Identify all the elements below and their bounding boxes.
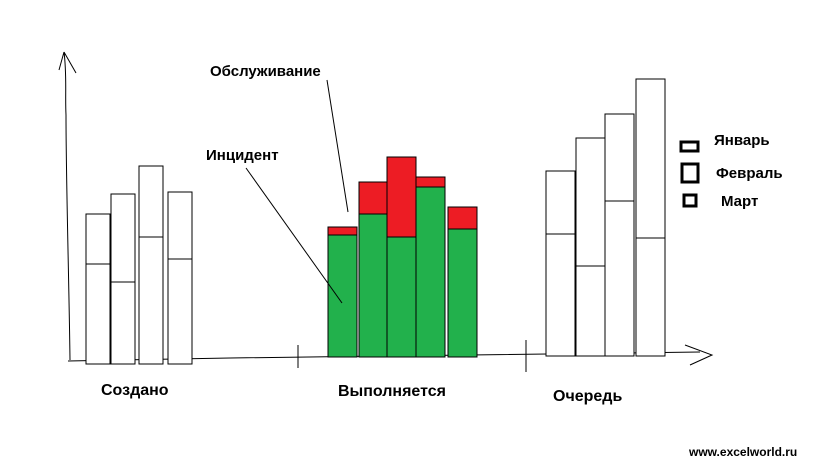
bar-outline	[85, 213, 111, 365]
legend-swatch-february	[680, 162, 700, 184]
bar-outline	[604, 113, 635, 357]
annotation-service: Обслуживание	[210, 63, 321, 80]
bar-outline	[635, 78, 666, 357]
legend-swatch-january	[679, 140, 700, 153]
annotation-incident: Инцидент	[206, 147, 279, 164]
annotation-line-service	[326, 79, 349, 213]
bar-outline	[138, 165, 164, 365]
bar-service	[327, 226, 358, 236]
bar-service	[447, 206, 478, 230]
bar-service	[386, 156, 417, 238]
y-axis	[58, 51, 77, 361]
legend-swatch-march	[682, 193, 698, 208]
annotation-line-incident	[245, 167, 343, 304]
bars	[85, 78, 666, 365]
bar-incident	[447, 228, 478, 358]
bar-service	[415, 176, 446, 188]
legend-label-january: Январь	[714, 132, 770, 149]
watermark: www.excelworld.ru	[688, 445, 797, 459]
bar-incident	[327, 234, 358, 358]
category-label-queue: Очередь	[553, 388, 622, 405]
legend-label-february: Февраль	[716, 165, 783, 182]
bar-incident	[415, 186, 446, 358]
bar-incident	[386, 236, 417, 358]
bar-incident	[358, 213, 389, 358]
bar-service	[358, 181, 389, 215]
bar-outline	[545, 170, 576, 357]
category-label-created: Создано	[101, 382, 169, 399]
bar-outline	[167, 191, 193, 365]
category-label-in-progress: Выполняется	[338, 383, 446, 400]
legend-label-march: Март	[721, 193, 758, 210]
bar-outline	[575, 137, 606, 357]
bar-outline	[110, 193, 136, 365]
